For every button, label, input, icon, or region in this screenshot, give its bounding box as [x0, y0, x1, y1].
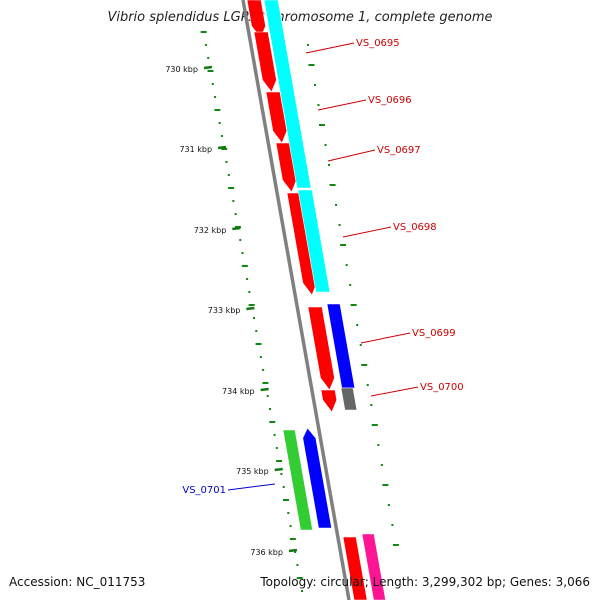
cds-vs0700 [320, 389, 338, 413]
accession-text: Accession: NC_011753 [9, 575, 146, 589]
cog-pink-band [361, 533, 386, 600]
cds-vs0699 [307, 306, 335, 391]
ruler-tick-label: 730 kbp [165, 65, 198, 74]
ruler-tick-label: 734 kbp [222, 387, 255, 396]
ruler-tick-label: 732 kbp [194, 226, 227, 235]
ruler-tick-label: 736 kbp [250, 548, 283, 557]
ruler-track: 730 kbp 731 kbp 732 kbp 733 kbp 734 kbp 735 k… [165, 65, 298, 557]
cog-cyan-band-2 [297, 189, 331, 293]
gene-leader-line [305, 42, 355, 54]
cog-cyan-band-1 [263, 0, 312, 189]
ruler-tick [288, 548, 298, 553]
gene-label-vs_0700: VS_0700 [420, 382, 464, 393]
gene-label-vs_0699: VS_0699 [412, 328, 456, 339]
gene-label-vs_0697: VS_0697 [377, 145, 421, 156]
cog-gray-band [340, 387, 358, 411]
gene-label-vs_0701: VS_0701 [182, 485, 226, 496]
feature-track [246, 0, 386, 600]
cog-green-band [282, 429, 313, 531]
cds-bottom [342, 536, 368, 600]
cds-vs0701 [302, 427, 332, 529]
ruler-tick-label: 731 kbp [179, 145, 212, 154]
gene-label-vs_0696: VS_0696 [368, 95, 412, 106]
cds-vs0695 [253, 31, 277, 93]
ruler-tick [246, 306, 255, 311]
gc-content-track [200, 31, 399, 592]
backbone [241, 0, 351, 600]
backbone-line [241, 0, 351, 600]
ruler-tick [217, 145, 227, 150]
map-title: Vibrio splendidus LGP32 chromosome 1, co… [107, 10, 493, 25]
ruler-tick [274, 467, 283, 472]
gene-leader-line [370, 386, 419, 397]
gene-leader-line [360, 332, 411, 344]
gene-leader-line [227, 483, 276, 491]
gene-label-vs_0695: VS_0695 [356, 38, 400, 49]
cds-vs0696 [265, 91, 288, 144]
ruler-tick-label: 733 kbp [208, 306, 241, 315]
genome-stats-text: Topology: circular; Length: 3,299,302 bp… [260, 575, 590, 589]
ruler-tick [260, 387, 269, 392]
ruler-tick [203, 65, 213, 70]
gene-leader-line [327, 149, 376, 162]
ruler-tick-label: 735 kbp [236, 467, 269, 476]
gene-labels: VS_0695 VS_0696 VS_0697 VS_0698 VS_0699 VS_07… [182, 38, 463, 496]
gene-label-vs_0698: VS_0698 [393, 222, 437, 233]
ruler-tick [232, 226, 241, 231]
gene-leader-line [342, 226, 392, 238]
cog-blue-band [326, 303, 356, 389]
gene-leader-line [317, 99, 367, 111]
